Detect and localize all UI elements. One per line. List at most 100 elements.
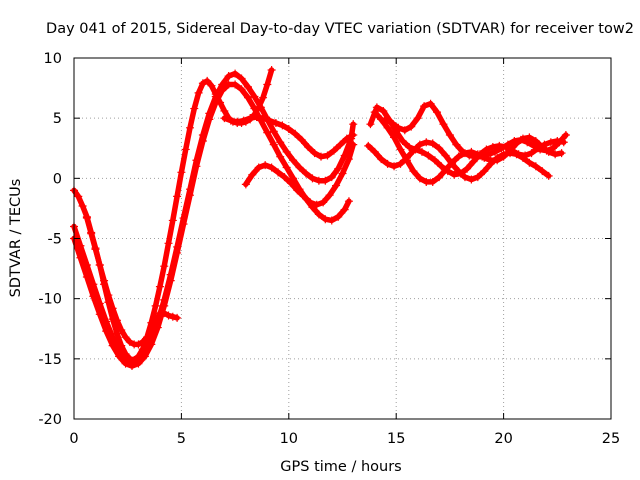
data-point bbox=[246, 114, 255, 123]
y-tick-label: -10 bbox=[38, 292, 62, 308]
data-point bbox=[381, 115, 390, 124]
data-point bbox=[248, 170, 257, 179]
plot-border bbox=[73, 57, 612, 420]
data-point bbox=[452, 140, 461, 149]
data-point bbox=[510, 137, 519, 146]
series-arc4 bbox=[82, 214, 182, 349]
data-point bbox=[400, 126, 409, 135]
data-point bbox=[445, 131, 454, 140]
data-point bbox=[531, 162, 540, 171]
chart-title: Day 041 of 2015, Sidereal Day-to-day VTE… bbox=[46, 21, 634, 37]
data-point bbox=[220, 106, 229, 115]
data-point bbox=[259, 93, 268, 102]
data-point bbox=[85, 273, 94, 282]
data-point bbox=[127, 362, 136, 371]
data-point bbox=[160, 301, 169, 310]
data-point bbox=[450, 170, 459, 179]
data-point bbox=[536, 145, 545, 154]
data-point bbox=[276, 152, 285, 161]
data-point bbox=[218, 86, 227, 95]
y-tick-label: -15 bbox=[38, 352, 62, 368]
data-point bbox=[297, 135, 306, 144]
data-point bbox=[237, 74, 246, 83]
data-point bbox=[458, 147, 467, 156]
data-point bbox=[497, 144, 506, 153]
data-point bbox=[151, 301, 160, 310]
data-point bbox=[332, 181, 341, 190]
data-point bbox=[435, 144, 444, 153]
data-point bbox=[286, 179, 295, 188]
data-point bbox=[95, 260, 104, 269]
data-point bbox=[173, 313, 182, 322]
data-point bbox=[112, 329, 121, 338]
data-point bbox=[207, 81, 216, 90]
data-point bbox=[370, 108, 379, 117]
data-point bbox=[89, 286, 98, 295]
data-point bbox=[486, 159, 495, 168]
data-point bbox=[194, 88, 203, 97]
data-point bbox=[192, 162, 201, 171]
data-point bbox=[319, 198, 328, 207]
data-point bbox=[291, 129, 300, 138]
data-point bbox=[282, 163, 291, 172]
data-point bbox=[151, 317, 160, 326]
data-point bbox=[551, 150, 560, 159]
data-point bbox=[138, 337, 147, 346]
data-point bbox=[398, 137, 407, 146]
data-point bbox=[321, 215, 330, 224]
series-arc7 bbox=[220, 112, 358, 161]
data-point bbox=[561, 131, 570, 140]
data-point bbox=[544, 171, 553, 180]
data-point bbox=[349, 131, 358, 140]
data-point bbox=[422, 138, 431, 147]
data-point bbox=[140, 352, 149, 361]
data-point bbox=[164, 239, 173, 248]
data-point bbox=[529, 141, 538, 150]
data-point bbox=[512, 150, 521, 159]
data-point bbox=[491, 147, 500, 156]
data-point bbox=[426, 99, 435, 108]
y-tick-label: 10 bbox=[44, 51, 62, 67]
data-point bbox=[441, 151, 450, 160]
data-point bbox=[349, 120, 358, 129]
data-point bbox=[231, 80, 240, 89]
data-point bbox=[295, 163, 304, 172]
data-point bbox=[327, 173, 336, 182]
x-tick-label: 5 bbox=[177, 431, 186, 447]
data-point bbox=[134, 340, 143, 349]
data-point bbox=[310, 149, 319, 158]
data-point bbox=[121, 359, 130, 368]
data-point bbox=[269, 140, 278, 149]
data-point bbox=[91, 245, 100, 254]
data-point bbox=[108, 341, 117, 350]
data-point bbox=[433, 108, 442, 117]
data-point bbox=[334, 212, 343, 221]
data-point bbox=[460, 173, 469, 182]
data-point bbox=[390, 162, 399, 171]
data-point bbox=[377, 155, 386, 164]
data-point bbox=[250, 104, 259, 113]
data-point bbox=[344, 197, 353, 206]
x-axis-label: GPS time / hours bbox=[280, 459, 401, 475]
data-point bbox=[102, 327, 111, 336]
data-point bbox=[402, 153, 411, 162]
data-point bbox=[284, 124, 293, 133]
y-tick-label: 5 bbox=[53, 111, 62, 127]
data-point bbox=[327, 216, 336, 225]
data-point bbox=[252, 112, 261, 121]
data-point bbox=[125, 337, 134, 346]
data-point bbox=[112, 316, 121, 325]
data-point bbox=[405, 143, 414, 152]
data-point bbox=[299, 192, 308, 201]
data-point bbox=[239, 116, 248, 125]
y-tick-label: -5 bbox=[48, 232, 62, 248]
data-point bbox=[267, 66, 276, 75]
data-point bbox=[329, 146, 338, 155]
x-tick-label: 15 bbox=[387, 431, 405, 447]
x-tick-label: 10 bbox=[280, 431, 298, 447]
data-point bbox=[164, 311, 173, 320]
data-point bbox=[301, 169, 310, 178]
data-point bbox=[166, 276, 175, 285]
x-tick-label: 20 bbox=[494, 431, 512, 447]
